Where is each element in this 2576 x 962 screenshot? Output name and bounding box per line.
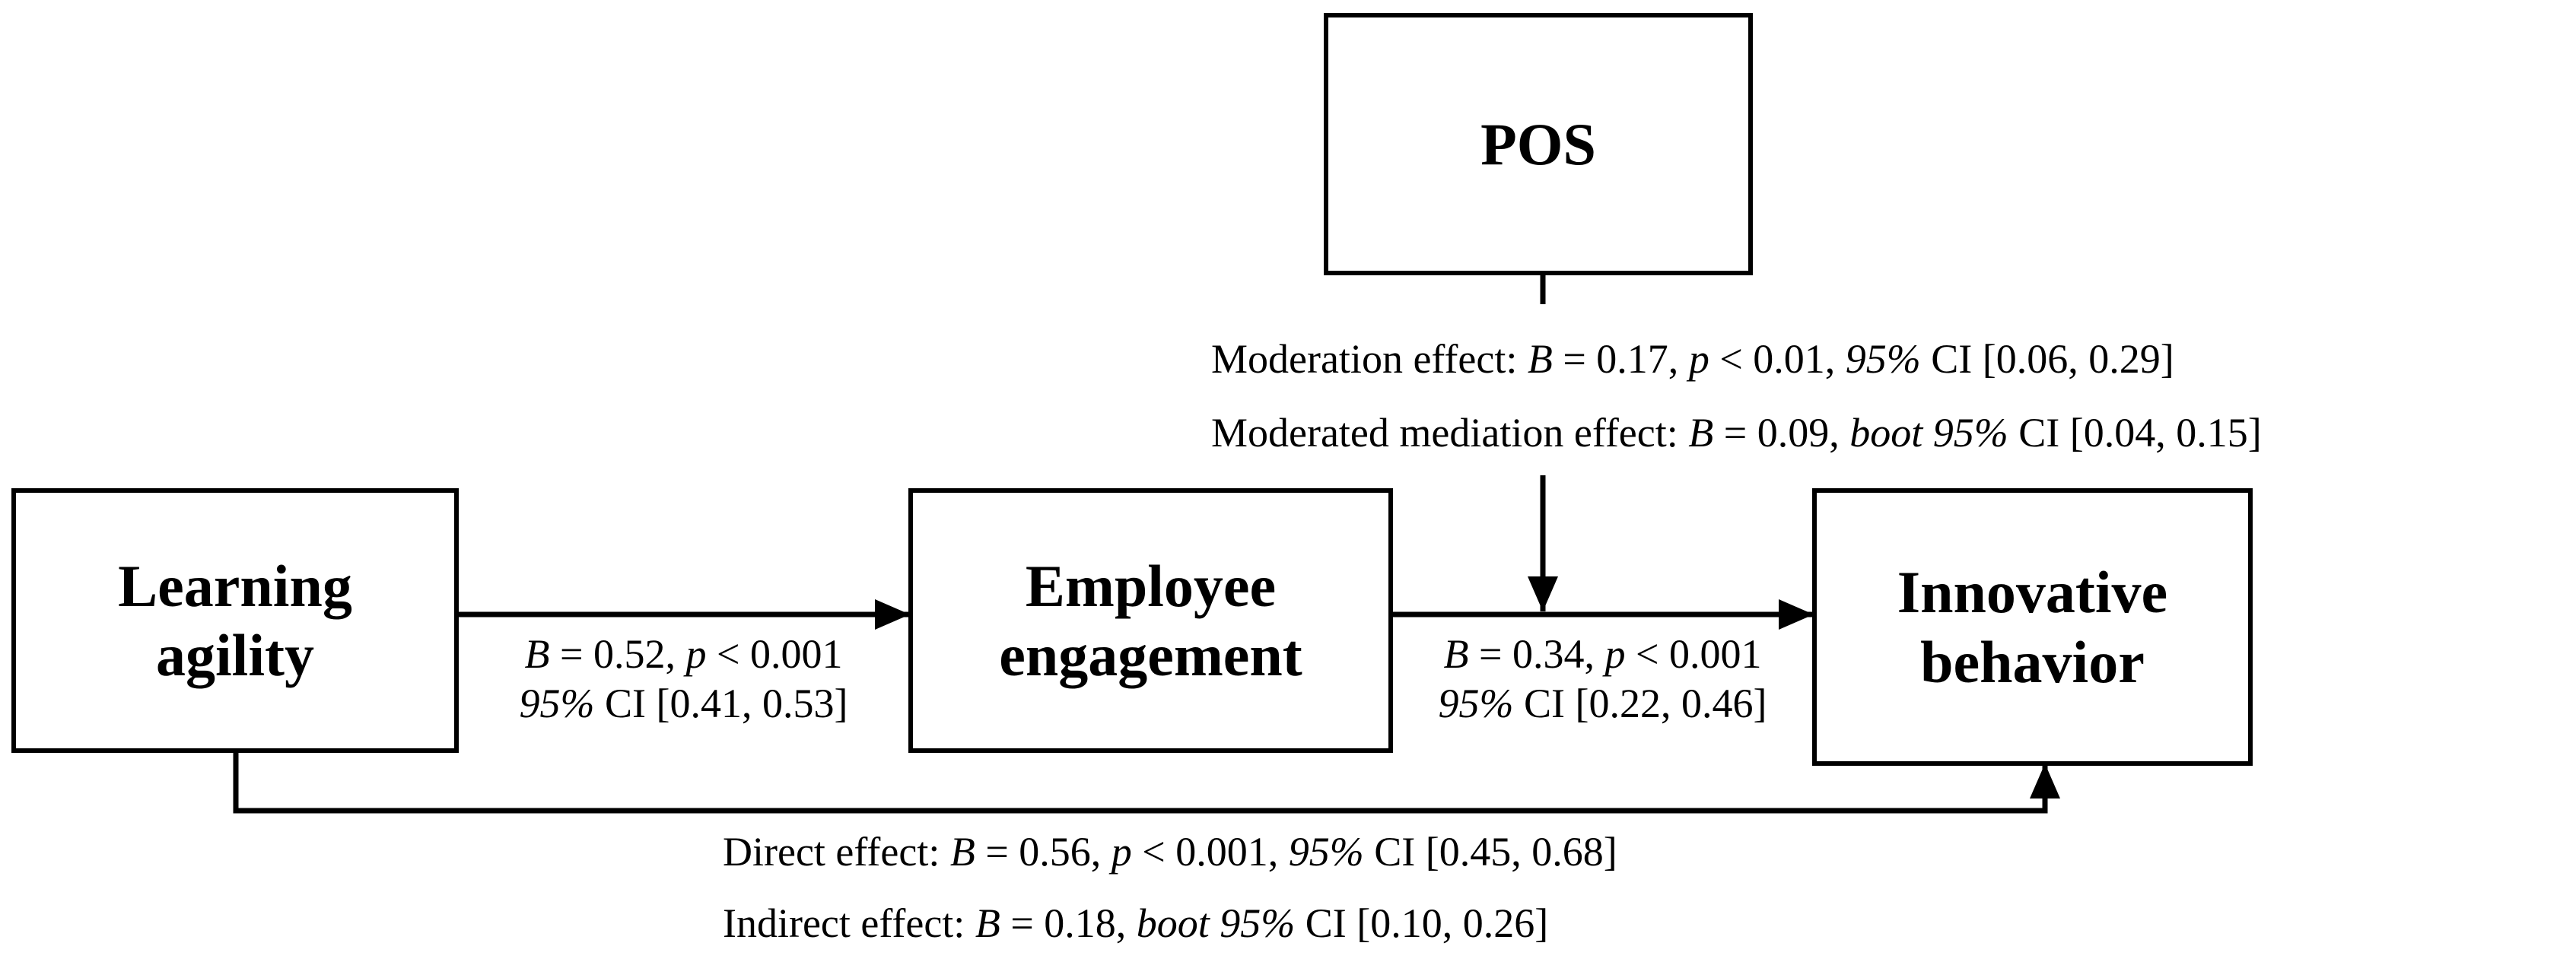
b-path-label: B = 0.34, p < 0.001 95% CI [0.22, 0.46] — [1393, 630, 1812, 729]
moderated-mediation-label: Moderated mediation effect: B = 0.09, bo… — [1211, 410, 2262, 456]
b-path-coefficient: B = 0.34, p < 0.001 — [1443, 631, 1762, 677]
moderation-effect-label: Moderation effect: B = 0.17, p < 0.01, 9… — [1211, 336, 2174, 382]
indirect-effect-label: Indirect effect: B = 0.18, boot 95% CI [… — [723, 900, 1549, 946]
arrowhead-moderation — [1528, 576, 1558, 611]
node-employee-engagement: Employee engagement — [908, 488, 1393, 753]
arrowhead-engagement — [875, 599, 910, 630]
arrowhead-innovative — [1779, 599, 1814, 630]
arrowhead-direct — [2030, 764, 2060, 798]
node-innovative-behavior-label: Innovative behavior — [1897, 559, 2168, 695]
node-employee-engagement-label: Employee engagement — [999, 552, 1302, 688]
b-path-ci: 95% CI [0.22, 0.46] — [1438, 680, 1767, 726]
node-learning-agility-label: Learning agility — [118, 552, 352, 688]
direct-effect-label: Direct effect: B = 0.56, p < 0.001, 95% … — [723, 829, 1617, 875]
node-pos: POS — [1324, 13, 1753, 275]
node-learning-agility: Learning agility — [11, 488, 459, 753]
node-pos-label: POS — [1480, 110, 1596, 177]
direct-effect-path — [233, 751, 2048, 814]
a-path-ci: 95% CI [0.41, 0.53] — [519, 680, 848, 726]
a-path-label: B = 0.52, p < 0.001 95% CI [0.41, 0.53] — [459, 630, 908, 729]
node-innovative-behavior: Innovative behavior — [1812, 488, 2253, 766]
a-path-coefficient: B = 0.52, p < 0.001 — [524, 631, 843, 677]
